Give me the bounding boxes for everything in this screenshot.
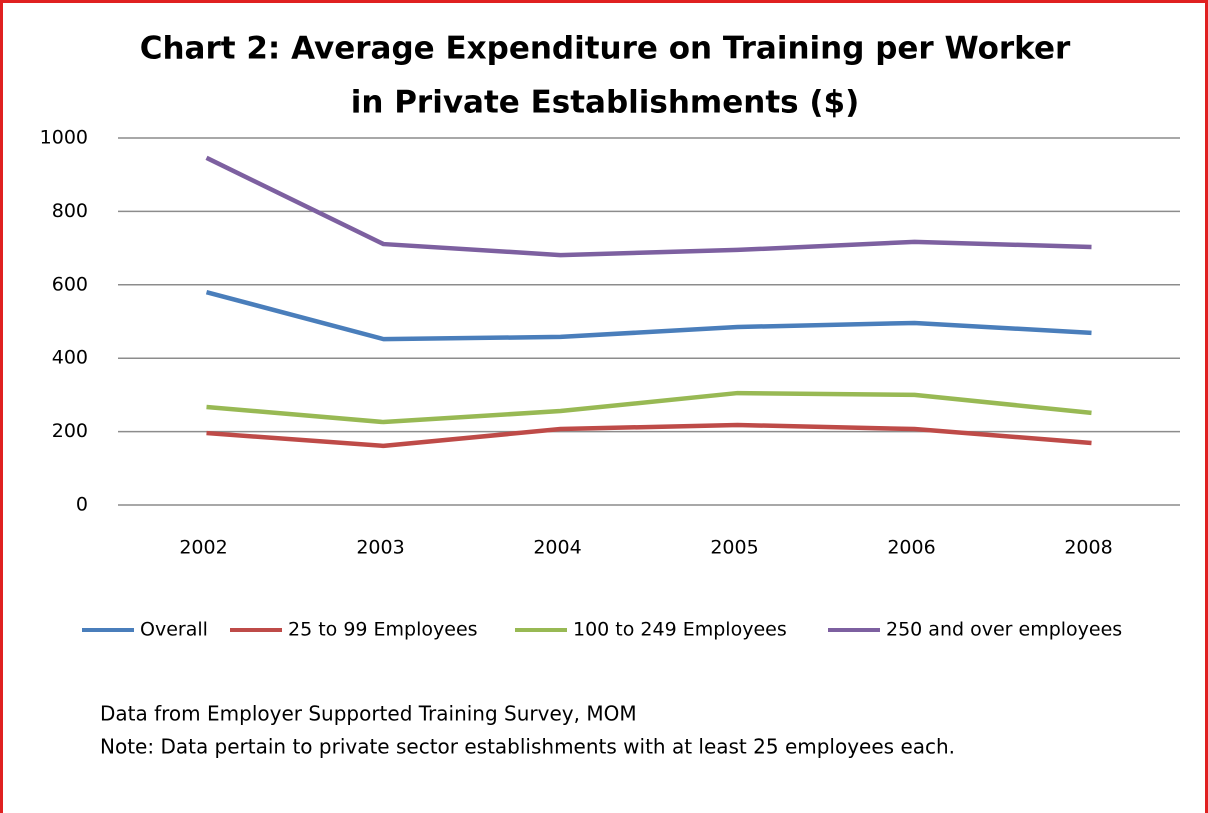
y-tick-label: 800: [52, 200, 88, 222]
note: Note: Data pertain to private sector est…: [100, 735, 955, 759]
x-tick-label: 2002: [179, 537, 227, 559]
legend-label: 25 to 99 Employees: [288, 619, 478, 641]
x-tick-label: 2006: [887, 537, 935, 559]
series-line: [206, 422, 1092, 449]
legend-label: 100 to 249 Employees: [573, 619, 787, 641]
x-tick-label: 2005: [710, 537, 758, 559]
note: Data from Employer Supported Training Su…: [100, 702, 637, 726]
legend-label: Overall: [140, 619, 208, 641]
series-line: [205, 155, 1092, 258]
y-tick-label: 1000: [40, 127, 88, 149]
y-tick-label: 200: [52, 420, 88, 442]
x-tick-label: 2004: [533, 537, 581, 559]
y-tick-label: 0: [76, 494, 88, 516]
y-tick-label: 400: [52, 347, 88, 369]
x-tick-label: 2008: [1064, 537, 1112, 559]
series-line: [206, 390, 1092, 425]
chart-title: Chart 2: Average Expenditure on Training…: [140, 31, 1071, 67]
chart-title: in Private Establishments ($): [351, 85, 860, 121]
series-line: [205, 289, 1092, 342]
legend-label: 250 and over employees: [886, 619, 1122, 641]
y-tick-label: 600: [52, 273, 88, 295]
x-tick-label: 2003: [356, 537, 404, 559]
